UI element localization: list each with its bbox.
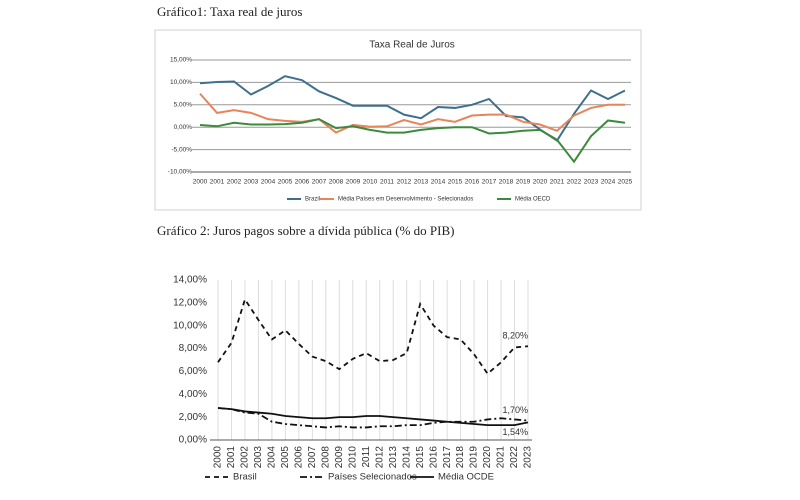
x-tick-label: 2010 [347,446,358,469]
y-tick-label: 2,00% [179,412,207,423]
x-tick-label: 2007 [307,446,318,469]
x-tick-label: 2013 [388,446,399,469]
data-label: 1,54% [502,427,528,437]
x-tick-label: 2020 [482,446,493,469]
y-tick-label: 10,00% [170,79,192,86]
x-tick-label: 2008 [329,179,344,186]
series-line [217,407,529,429]
x-tick-label: 2019 [516,179,531,186]
y-tick-label: 4,00% [179,389,207,400]
series-line [199,118,626,164]
data-label: 8,20% [502,331,528,341]
x-tick-label: 2009 [346,179,361,186]
x-tick-label: 2022 [567,179,582,186]
x-tick-label: 2013 [414,179,429,186]
x-tick-label: 2016 [428,446,439,469]
x-tick-label: 2012 [374,446,385,469]
x-tick-label: 2014 [431,179,446,186]
x-tick-label: 2003 [244,179,259,186]
series-line [217,297,529,376]
x-tick-label: 2023 [523,446,534,469]
x-tick-label: 2025 [618,179,633,186]
x-tick-label: 2022 [509,446,520,469]
chart-heading: Gráfico 2: Juros pagos sobre a dívida pú… [157,223,455,238]
y-tick-label: -10,00% [168,169,192,176]
x-tick-label: 2015 [415,446,426,469]
y-tick-label: -5,00% [171,146,192,153]
x-tick-label: 2020 [533,179,548,186]
chart-frame [155,246,541,490]
x-tick-label: 2011 [361,446,372,468]
x-tick-label: 2000 [213,446,224,469]
y-tick-label: 8,00% [179,343,207,354]
x-tick-label: 2004 [261,179,276,186]
x-tick-label: 2009 [334,446,345,469]
x-tick-label: 2017 [482,179,497,186]
legend-label: Países Selecionados [328,472,417,483]
x-tick-label: 2012 [397,179,412,186]
series-line [199,92,625,134]
legend-label: Brasil [233,472,257,483]
x-tick-label: 2005 [278,179,293,186]
data-label: 1,70% [502,405,528,415]
legend-label: Média Países em Desenvolvimento - Seleci… [338,197,473,203]
x-tick-label: 2006 [294,446,305,469]
x-tick-label: 2001 [210,179,225,186]
x-tick-label: 2017 [442,446,453,469]
x-tick-label: 2002 [227,179,242,186]
y-tick-label: 15,00% [170,57,192,64]
x-tick-label: 2024 [601,179,616,186]
chart-heading: Gráfico1: Taxa real de juros [157,4,302,19]
chart-title: Taxa Real de Juros [369,40,455,51]
y-tick-label: 10,00% [173,320,207,331]
x-tick-label: 2007 [312,179,327,186]
x-tick-label: 2018 [499,179,514,186]
x-tick-label: 2003 [253,446,264,469]
x-tick-label: 2010 [363,179,378,186]
x-tick-label: 2006 [295,179,310,186]
series-line [217,407,529,427]
y-tick-label: 14,00% [173,275,207,286]
y-tick-label: 12,00% [173,297,207,308]
x-tick-label: 2002 [240,446,251,469]
x-tick-label: 2015 [448,179,463,186]
legend-label: Brazil [305,197,320,203]
x-tick-label: 2011 [380,179,394,186]
x-tick-label: 2018 [455,446,466,469]
x-tick-label: 2005 [280,446,291,469]
y-tick-label: 0,00% [174,124,193,131]
y-tick-label: 5,00% [174,102,193,109]
x-tick-label: 2019 [469,446,480,469]
x-tick-label: 2014 [401,446,412,469]
x-tick-label: 2021 [496,446,507,469]
legend-label: Média OECD [515,197,551,203]
y-tick-label: 6,00% [179,366,207,377]
x-tick-label: 2021 [550,179,565,186]
x-tick-label: 2008 [320,446,331,469]
legend-label: Média OCDE [438,472,494,483]
x-tick-label: 2001 [226,446,237,469]
x-tick-label: 2000 [193,179,208,186]
x-tick-label: 2004 [267,446,278,469]
x-tick-label: 2023 [584,179,599,186]
y-tick-label: 0,00% [179,435,207,446]
x-tick-label: 2016 [465,179,480,186]
